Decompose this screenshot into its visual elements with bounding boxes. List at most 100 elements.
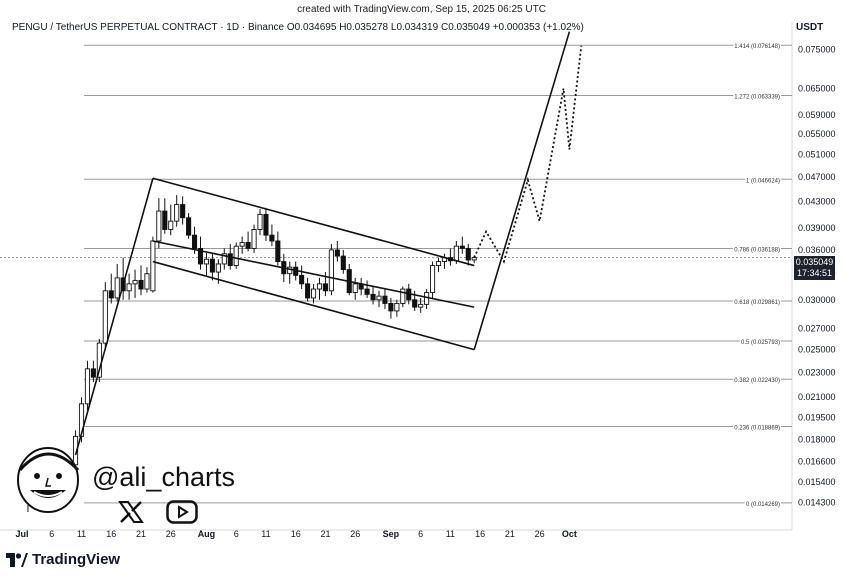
x-tick-label: Aug bbox=[198, 529, 216, 539]
candle-body bbox=[84, 368, 90, 405]
open-value: O0.034695 bbox=[286, 22, 337, 33]
last-price: 0.035049 bbox=[795, 257, 834, 267]
candle-body bbox=[269, 234, 275, 242]
fib-level-label: 0 (0.014269) bbox=[746, 502, 780, 508]
candle-body bbox=[352, 283, 358, 294]
candle-body bbox=[328, 249, 334, 292]
x-tick-label: 26 bbox=[350, 529, 360, 539]
fib-level-label: 1 (0.046624) bbox=[746, 178, 780, 184]
candle-body bbox=[156, 210, 162, 242]
last-price-tag: 0.035049 17:34:51 bbox=[794, 256, 835, 280]
x-tick-label: 11 bbox=[261, 529, 270, 539]
candle-body bbox=[394, 302, 400, 312]
tradingview-wordmark: TradingView bbox=[32, 551, 121, 568]
fib-level-label: 0.618 (0.029861) bbox=[734, 300, 780, 306]
y-tick-label: 0.065000 bbox=[798, 83, 836, 93]
y-tick-label: 0.018000 bbox=[798, 434, 836, 444]
x-tick-label: 21 bbox=[136, 529, 146, 539]
symbol-name[interactable]: PENGU / TetherUS PERPETUAL CONTRACT · 1D… bbox=[12, 22, 285, 33]
candle-body bbox=[251, 229, 257, 249]
candle-body bbox=[322, 283, 329, 292]
x-logo-icon[interactable] bbox=[118, 500, 144, 524]
y-tick-label: 0.025000 bbox=[798, 345, 836, 355]
candle-body bbox=[203, 258, 210, 265]
candle-body bbox=[180, 204, 186, 219]
candle-body bbox=[102, 290, 108, 344]
candle-body bbox=[197, 247, 204, 265]
x-tick-label: Sep bbox=[383, 529, 400, 539]
youtube-icon[interactable] bbox=[166, 500, 198, 524]
candle-body bbox=[435, 261, 442, 267]
candle-body bbox=[263, 213, 269, 236]
x-tick-label: 6 bbox=[418, 529, 423, 539]
y-tick-label: 0.043000 bbox=[798, 196, 836, 206]
x-tick-label: Oct bbox=[562, 529, 577, 539]
x-tick-label: 16 bbox=[475, 529, 485, 539]
y-tick-label: 0.055000 bbox=[798, 129, 836, 139]
candle-body bbox=[257, 213, 263, 230]
y-tick-label: 0.023000 bbox=[798, 367, 836, 377]
trend-line-1 bbox=[74, 178, 154, 456]
candle-body bbox=[316, 283, 323, 290]
y-tick-label: 0.039000 bbox=[798, 223, 836, 233]
currency-label[interactable]: USDT bbox=[796, 22, 824, 33]
candle-body bbox=[430, 265, 436, 294]
author-handle: @ali_charts bbox=[92, 462, 235, 492]
channel-lower-line bbox=[152, 260, 475, 351]
candle-body bbox=[144, 273, 150, 290]
tradingview-logo-icon bbox=[6, 552, 28, 567]
y-tick-label: 0.030000 bbox=[798, 295, 836, 305]
candle-body bbox=[382, 295, 388, 304]
candle-body bbox=[114, 277, 120, 299]
y-tick-label: 0.047000 bbox=[798, 172, 836, 182]
symbol-ohlc-line: PENGU / TetherUS PERPETUAL CONTRACT · 1D… bbox=[12, 22, 584, 33]
low-value: L0.034319 bbox=[390, 22, 439, 33]
candle-body bbox=[191, 234, 198, 249]
candle-body bbox=[227, 253, 233, 267]
channel-upper-line bbox=[152, 177, 475, 267]
candle-body bbox=[215, 263, 221, 273]
fib-level-label: 1.414 (0.076148) bbox=[734, 44, 780, 50]
candle-body bbox=[90, 368, 96, 378]
change-value: +0.000353 (+1.02%) bbox=[492, 22, 584, 33]
candle-body bbox=[400, 288, 406, 304]
close-value: C0.035049 bbox=[440, 22, 490, 33]
candle-body bbox=[150, 240, 156, 292]
candle-body bbox=[412, 299, 418, 308]
candle-body bbox=[174, 204, 180, 222]
candle-body bbox=[162, 210, 168, 230]
candle-body bbox=[233, 245, 239, 267]
fib-level-label: 0.5 (0.025793) bbox=[741, 340, 780, 346]
chart-caption: created with TradingView.com, Sep 15, 20… bbox=[297, 4, 546, 15]
candle-body bbox=[388, 302, 394, 312]
candle-body bbox=[275, 240, 281, 263]
fib-level-label: 0.382 (0.022430) bbox=[734, 378, 780, 384]
y-tick-label: 0.019500 bbox=[798, 412, 836, 422]
candle-body bbox=[376, 295, 382, 301]
x-tick-label: Jul bbox=[15, 529, 28, 539]
social-icons bbox=[118, 500, 198, 524]
candle-body bbox=[287, 266, 293, 275]
bar-countdown: 17:34:51 bbox=[796, 268, 833, 278]
x-tick-label: 26 bbox=[535, 529, 545, 539]
y-tick-label: 0.015400 bbox=[798, 477, 836, 487]
high-value: H0.035278 bbox=[339, 22, 389, 33]
candle-body bbox=[299, 274, 305, 285]
fib-level-label: 1.272 (0.063339) bbox=[734, 95, 780, 101]
candle-body bbox=[108, 290, 114, 299]
y-tick-label: 0.027000 bbox=[798, 324, 836, 334]
candle-body bbox=[370, 293, 376, 301]
x-tick-label: 26 bbox=[166, 529, 176, 539]
candle-body bbox=[186, 217, 192, 236]
candle-body bbox=[340, 255, 346, 271]
candle-body bbox=[239, 241, 245, 247]
candle-body bbox=[132, 279, 138, 285]
projected-path bbox=[473, 45, 583, 264]
candle-body bbox=[471, 257, 477, 261]
y-tick-label: 0.059000 bbox=[798, 110, 836, 120]
avatar-cartoon bbox=[8, 444, 90, 519]
candle-body bbox=[334, 249, 340, 257]
x-tick-label: 11 bbox=[446, 529, 455, 539]
y-tick-label: 0.051000 bbox=[798, 150, 836, 160]
